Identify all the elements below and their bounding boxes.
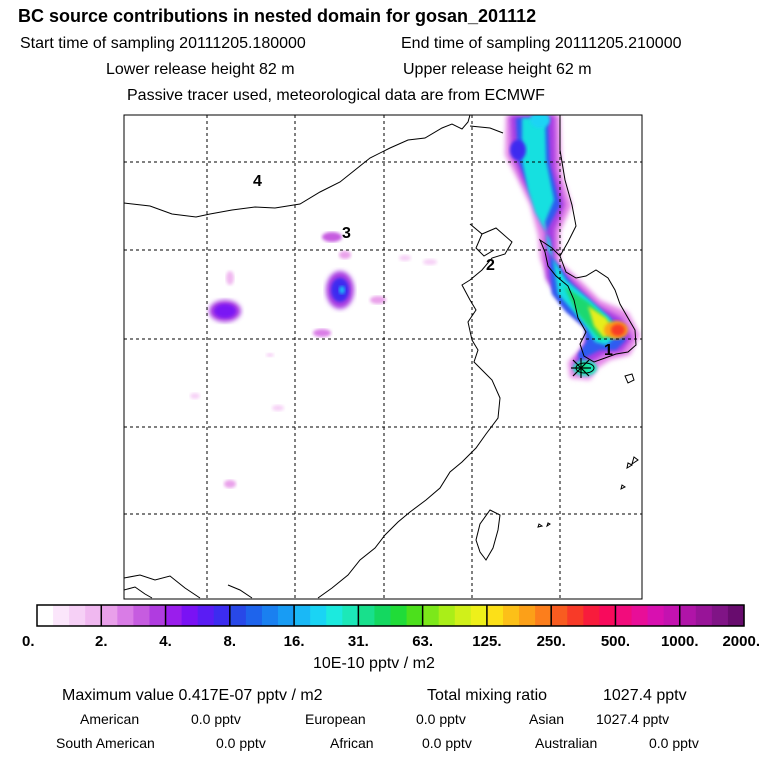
- colorbar-cell: [390, 605, 408, 626]
- colorbar-unit: 10E-10 pptv / m2: [313, 655, 435, 672]
- colorbar-tick-label: 8.: [224, 633, 237, 650]
- colorbar-cell: [342, 605, 359, 626]
- region-label-4: 4: [253, 173, 262, 190]
- source-name-american: American: [80, 711, 140, 727]
- end-time-label: End time of sampling 20111205.210000: [401, 35, 682, 52]
- colorbar-cell: [486, 605, 504, 626]
- receptor-marker: [571, 358, 591, 378]
- colorbar-cell: [695, 605, 713, 626]
- colorbar-cell: [663, 605, 681, 626]
- region-label-2: 2: [486, 257, 495, 274]
- tracer-note: Passive tracer used, meteorological data…: [127, 87, 545, 104]
- colorbar-cell: [181, 605, 199, 626]
- colorbar-cell: [406, 605, 424, 626]
- colorbar-cell: [438, 605, 456, 626]
- map-frame: [123, 114, 643, 600]
- colorbar-cell: [326, 605, 343, 626]
- source-value-asian: 1027.4 pptv: [596, 711, 670, 727]
- source-value-african: 0.0 pptv: [422, 735, 472, 751]
- colorbar-cell: [261, 605, 279, 626]
- colorbar-cell: [567, 605, 584, 626]
- lower-release-label: Lower release height 82 m: [106, 61, 295, 78]
- source-value-european: 0.0 pptv: [416, 711, 466, 727]
- colorbar-cell: [229, 605, 247, 626]
- colorbar-cell: [294, 605, 311, 626]
- max-value-label: Maximum value 0.417E-07 pptv / m2: [62, 687, 323, 704]
- colorbar-tick-label: 2000.: [722, 633, 760, 650]
- colorbar-cell: [374, 605, 392, 626]
- colorbar-cell: [599, 605, 617, 626]
- colorbar-cell: [535, 605, 552, 626]
- colorbar-cell: [679, 605, 697, 626]
- plume-field: [190, 115, 640, 488]
- colorbar-cell: [422, 605, 440, 626]
- total-mixing-value: 1027.4 pptv: [603, 687, 687, 704]
- colorbar-cell: [37, 605, 54, 626]
- source-value-american: 0.0 pptv: [191, 711, 241, 727]
- colorbar-tick-label: 0.: [22, 633, 35, 650]
- colorbar-tick-label: 125.: [472, 633, 501, 650]
- colorbar-frame: [36, 604, 745, 627]
- colorbar-cell: [85, 605, 102, 626]
- colorbar-cell: [631, 605, 649, 626]
- colorbar-cell: [197, 605, 215, 626]
- colorbar-ticks: [100, 605, 681, 626]
- region-label-1: 1: [604, 342, 613, 359]
- source-name-african: African: [330, 735, 374, 751]
- colorbar-cell: [358, 605, 376, 626]
- colorbar-cell: [454, 605, 472, 626]
- colorbar-cell: [502, 605, 520, 626]
- start-time-label: Start time of sampling 20111205.180000: [20, 35, 306, 52]
- colorbar-tick-label: 250.: [537, 633, 566, 650]
- page-title: BC source contributions in nested domain…: [18, 6, 537, 26]
- colorbar-cell: [470, 605, 488, 626]
- colorbar-tick-label: 4.: [159, 633, 172, 650]
- region-label-3: 3: [342, 225, 351, 242]
- coastlines: [124, 115, 639, 599]
- colorbar-tick-label: 31.: [348, 633, 369, 650]
- colorbar-cell: [647, 605, 665, 626]
- source-name-asian: Asian: [529, 711, 565, 727]
- colorbar-cell: [101, 605, 118, 626]
- colorbar-cell: [149, 605, 167, 626]
- colorbar-cell: [245, 605, 263, 626]
- source-value-australian: 0.0 pptv: [649, 735, 699, 751]
- upper-release-label: Upper release height 62 m: [403, 61, 592, 78]
- colorbar-cell: [165, 605, 183, 626]
- colorbar-cell: [213, 605, 231, 626]
- colorbar-cell: [117, 605, 135, 626]
- colorbar-cell: [615, 605, 633, 626]
- colorbar-cell: [278, 605, 295, 626]
- colorbar-cell: [551, 605, 568, 626]
- colorbar-cell: [133, 605, 151, 626]
- colorbar-tick-label: 16.: [284, 633, 305, 650]
- colorbar-cell: [727, 605, 745, 626]
- source-name-european: European: [305, 711, 366, 727]
- source-value-south-american: 0.0 pptv: [216, 735, 266, 751]
- lat-lon-grid: [124, 115, 642, 599]
- colorbar-tick-label: 2.: [95, 633, 108, 650]
- colorbar-cells: [37, 605, 745, 626]
- colorbar-cell: [519, 605, 536, 626]
- colorbar-cell: [53, 605, 70, 626]
- colorbar-tick-label: 63.: [412, 633, 433, 650]
- colorbar-cell: [310, 605, 327, 626]
- colorbar-cell: [583, 605, 600, 626]
- colorbar-tick-label: 1000.: [661, 633, 699, 650]
- source-name-australian: Australian: [535, 735, 598, 751]
- colorbar-cell: [69, 605, 86, 626]
- colorbar-cell: [711, 605, 729, 626]
- colorbar-tick-label: 500.: [601, 633, 630, 650]
- total-mixing-label: Total mixing ratio: [427, 687, 548, 704]
- source-name-south-american: South American: [56, 735, 155, 751]
